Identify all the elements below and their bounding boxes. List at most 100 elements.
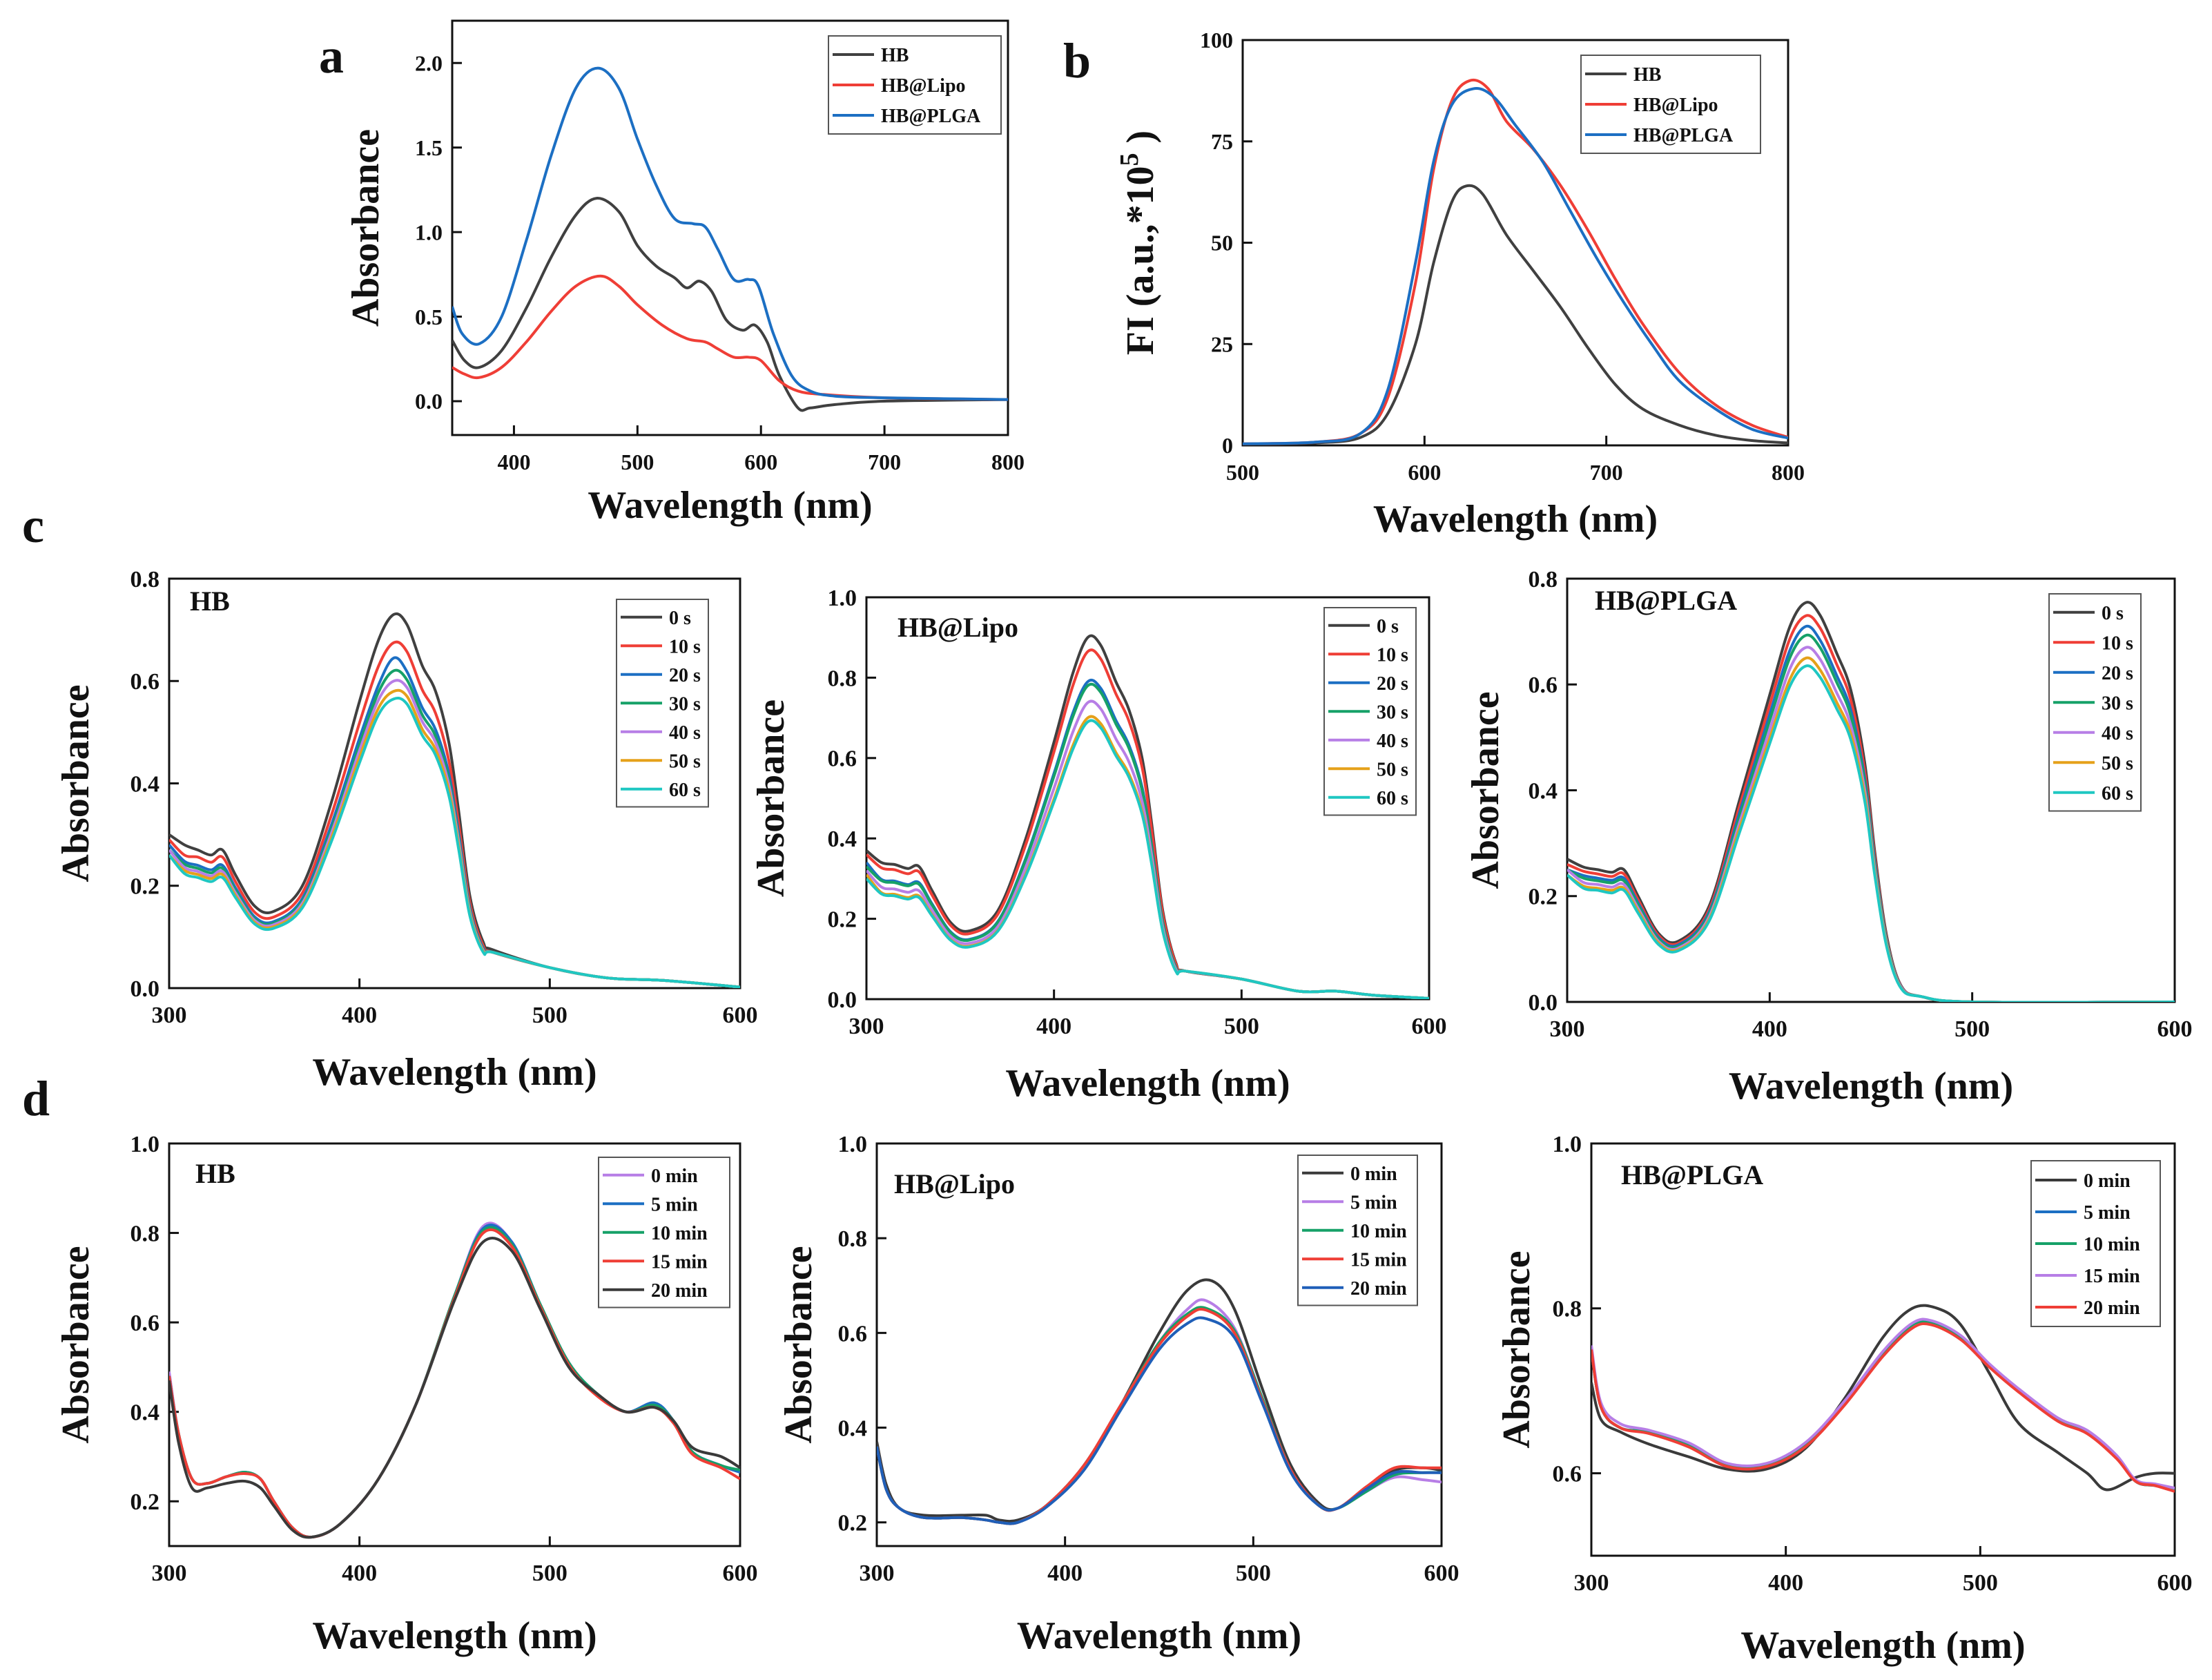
chart-c2: 300 400 500 600 0.0 0.2 0.4 0.6 0.8 1.0 Wavelength…	[750, 586, 1447, 1105]
plot-title: HB@Lipo	[898, 612, 1018, 643]
legend-label: 10 min	[2084, 1234, 2140, 1255]
series-line-60-s	[169, 697, 740, 988]
y-tick-label: 0.4	[130, 1400, 160, 1426]
y-tick-label: 25	[1211, 331, 1233, 356]
chart-d2: 300 400 500 600 0.2 0.4 0.6 0.8 1.0 Wavelength (n…	[777, 1132, 1459, 1657]
legend-label: 10 s	[1377, 644, 1408, 666]
legend-label: 10 s	[669, 636, 701, 657]
legend-label: 60 s	[2102, 783, 2133, 804]
legend-label: 10 s	[2102, 633, 2133, 654]
series-line-15-min	[1591, 1317, 2175, 1490]
panel-letter: b	[1063, 33, 1091, 88]
y-tick-label: 0.2	[838, 1511, 868, 1536]
x-tick-label: 800	[991, 450, 1025, 474]
y-axis-label: Absorbance	[1495, 1251, 1538, 1448]
y-axis-label: Absorbance	[55, 684, 97, 882]
legend: 0 s 10 s 20 s 30 s 40 s 50 s 60 s	[2048, 593, 2142, 812]
plot-frame	[865, 596, 1430, 1001]
y-axis-label: Absorbance	[777, 1246, 820, 1443]
series-line-60-s	[1567, 664, 2175, 1002]
chart-a: 400 500 600 700 800 0.0 0.5 1.0 1.5 2.0 Wavelength…	[319, 19, 1025, 527]
x-tick-label: 400	[342, 1003, 377, 1028]
y-tick-label: 1.5	[415, 135, 443, 160]
y-tick-label: 1.0	[838, 1132, 868, 1157]
x-axis-label: Wavelength (nm)	[312, 1614, 596, 1657]
legend-label: 40 s	[1377, 731, 1408, 752]
y-axis-label: FI (a.u.,*105 )	[1115, 131, 1162, 355]
legend-label: HB@PLGA	[881, 106, 981, 127]
legend-label: HB	[881, 45, 909, 66]
legend-label: 5 min	[2084, 1202, 2131, 1224]
y-tick-label: 0.6	[1553, 1462, 1582, 1487]
legend-label: 0 s	[2102, 603, 2124, 624]
legend-label: 0 s	[669, 608, 691, 629]
legend-label: HB@PLGA	[1633, 125, 1734, 146]
legend: 0 min 5 min 10 min 15 min 20 min	[598, 1157, 730, 1309]
legend-label: HB	[1633, 64, 1661, 86]
legend-label: 30 s	[2102, 693, 2133, 714]
legend: 0 s 10 s 20 s 30 s 40 s 50 s 60 s	[1323, 607, 1417, 816]
plot-title: HB@Lipo	[894, 1168, 1015, 1199]
legend-label: 20 s	[1377, 673, 1408, 695]
legend-label: 50 s	[1377, 759, 1408, 780]
y-tick-label: 0.8	[1529, 567, 1558, 592]
x-tick-label: 500	[1226, 460, 1259, 485]
y-tick-label: 0.6	[130, 1311, 160, 1336]
series-line-10-min	[1591, 1320, 2175, 1491]
x-tick-label: 500	[1954, 1016, 1990, 1042]
legend: HB HB@Lipo HB@PLGA	[1580, 55, 1761, 154]
legend-label: 40 s	[669, 722, 701, 744]
x-axis-label: Wavelength (nm)	[1017, 1614, 1301, 1657]
y-tick-label: 0.2	[130, 1489, 160, 1515]
x-tick-label: 400	[497, 450, 530, 474]
series-line-10-min	[877, 1306, 1442, 1525]
y-tick-label: 0.0	[130, 976, 160, 1002]
y-tick-label: 0.6	[838, 1321, 868, 1346]
y-tick-label: 0.2	[828, 907, 857, 933]
legend-label: 15 min	[2084, 1266, 2140, 1287]
y-axis-label: Absorbance	[750, 699, 793, 897]
plot-title: HB@PLGA	[1621, 1159, 1763, 1190]
series-group	[877, 1278, 1442, 1525]
legend-label: 60 s	[669, 780, 701, 801]
panel-letter: d	[22, 1071, 50, 1126]
x-axis-label: Wavelength (nm)	[588, 484, 872, 527]
legend-label: 20 min	[2084, 1297, 2140, 1319]
series-line-0-min	[877, 1278, 1442, 1523]
x-tick-label: 500	[621, 450, 654, 474]
x-tick-label: 400	[1752, 1016, 1787, 1042]
legend-label: 5 min	[1350, 1192, 1397, 1213]
x-tick-label: 300	[1574, 1570, 1609, 1596]
series-line-20-min	[877, 1316, 1442, 1525]
x-tick-label: 400	[1047, 1561, 1083, 1586]
x-axis-label: Wavelength (nm)	[1740, 1624, 2025, 1667]
x-tick-label: 600	[723, 1003, 758, 1028]
x-axis-label: Wavelength (nm)	[1729, 1065, 2013, 1108]
plot-frame	[875, 1142, 1443, 1547]
y-tick-label: 0.6	[828, 746, 857, 772]
x-tick-label: 300	[1550, 1016, 1585, 1042]
y-tick-label: 0.8	[130, 1221, 160, 1246]
y-tick-label: 0.8	[130, 567, 160, 592]
x-tick-label: 400	[342, 1561, 377, 1586]
chart-c1: 300 400 500 600 0.0 0.2 0.4 0.6 0.8 Wavelength (n…	[22, 498, 758, 1094]
y-tick-label: 0.8	[828, 666, 857, 691]
y-tick-label: 0.0	[415, 389, 443, 414]
series-group	[1243, 78, 1788, 445]
chart-d1: 300 400 500 600 0.2 0.4 0.6 0.8 1.0 Wavelength (n…	[22, 1071, 758, 1657]
legend-label: 5 min	[651, 1194, 698, 1215]
y-tick-label: 1.0	[415, 220, 443, 244]
x-tick-label: 300	[152, 1003, 187, 1028]
x-tick-label: 600	[1408, 460, 1441, 485]
legend-label: 0 min	[1350, 1164, 1397, 1185]
series-line-hb	[452, 197, 1008, 412]
x-tick-label: 600	[2157, 1016, 2193, 1042]
legend-label: 10 min	[1350, 1221, 1407, 1242]
legend-label: 40 s	[2102, 723, 2133, 744]
x-tick-label: 600	[723, 1561, 758, 1586]
y-axis-label: Absorbance	[345, 129, 387, 327]
series-group	[169, 612, 740, 988]
series-group	[452, 66, 1008, 412]
y-tick-label: 0.4	[828, 827, 857, 852]
